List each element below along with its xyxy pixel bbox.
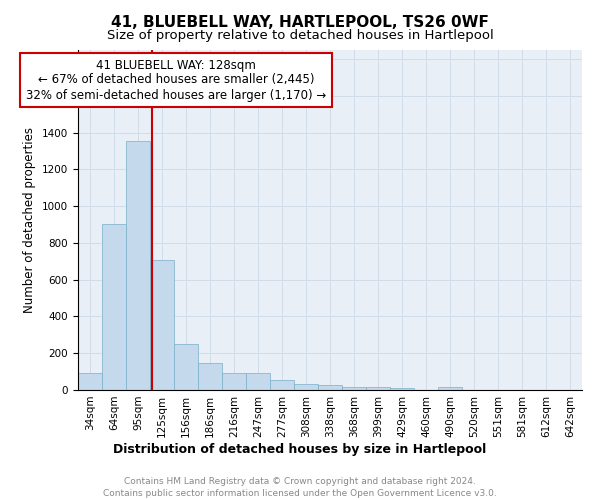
Text: 41, BLUEBELL WAY, HARTLEPOOL, TS26 0WF: 41, BLUEBELL WAY, HARTLEPOOL, TS26 0WF (111, 15, 489, 30)
Bar (102, 224, 126, 390)
Bar (174, 344, 198, 390)
Bar (318, 386, 342, 390)
Text: Contains public sector information licensed under the Open Government Licence v3: Contains public sector information licen… (103, 489, 497, 498)
Bar (222, 372, 246, 390)
Bar (366, 387, 390, 390)
Bar (294, 384, 318, 390)
Bar (438, 386, 462, 390)
Bar (126, 141, 150, 390)
Text: 41 BLUEBELL WAY: 128sqm
← 67% of detached houses are smaller (2,445)
32% of semi: 41 BLUEBELL WAY: 128sqm ← 67% of detache… (26, 58, 326, 102)
Bar (342, 386, 366, 390)
Bar (390, 388, 414, 390)
Text: Size of property relative to detached houses in Hartlepool: Size of property relative to detached ho… (107, 29, 493, 42)
Bar (150, 260, 174, 390)
Bar (198, 364, 222, 390)
Bar (270, 380, 294, 390)
Text: Distribution of detached houses by size in Hartlepool: Distribution of detached houses by size … (113, 442, 487, 456)
Bar (78, 374, 102, 390)
Y-axis label: Number of detached properties: Number of detached properties (23, 127, 37, 313)
Bar (246, 372, 270, 390)
Text: Contains HM Land Registry data © Crown copyright and database right 2024.: Contains HM Land Registry data © Crown c… (124, 478, 476, 486)
